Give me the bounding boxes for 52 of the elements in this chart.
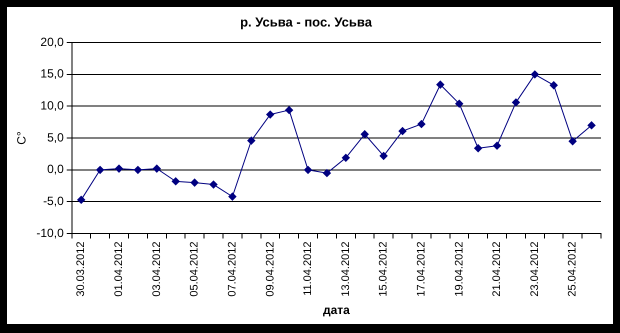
point — [304, 166, 312, 174]
x-tick-label: 03.04.2012 — [150, 242, 163, 297]
y-tick-label: -5,0 — [43, 194, 64, 208]
point — [398, 127, 407, 136]
point — [77, 196, 86, 204]
point — [380, 152, 388, 160]
y-tick-label: 10,0 — [40, 98, 64, 113]
y-tick-label: 20,0 — [40, 34, 64, 49]
point — [210, 180, 218, 189]
point — [266, 110, 274, 119]
x-tick-label: 13.04.2012 — [340, 242, 352, 297]
point — [568, 137, 577, 146]
x-tick-label: 07.04.2012 — [226, 242, 238, 297]
x-tick-label: 30.03.2012 — [75, 242, 88, 297]
x-tick-label: 05.04.2012 — [188, 242, 201, 297]
point — [152, 164, 161, 173]
x-tick-label: 11.04.2012 — [302, 242, 314, 296]
point — [550, 81, 558, 90]
x-tick-label: 17.04.2012 — [415, 242, 428, 297]
point — [172, 177, 180, 186]
point — [455, 100, 464, 108]
point — [285, 106, 294, 114]
point — [474, 144, 482, 152]
y-tick-label: 0,0 — [47, 162, 64, 176]
y-tick-label: -10,0 — [36, 226, 64, 240]
x-tick-label: 23.04.2012 — [528, 242, 541, 297]
x-tick-label: 09.04.2012 — [264, 242, 276, 297]
point — [342, 154, 350, 162]
point — [247, 136, 256, 145]
x-tick-label: 21.04.2012 — [491, 242, 504, 297]
y-tick-label: 5,0 — [47, 130, 64, 144]
point — [512, 98, 520, 106]
y-axis-title: С° — [14, 131, 29, 145]
x-tick-label: 01.04.2012 — [113, 242, 126, 297]
point — [360, 130, 369, 138]
point — [417, 120, 426, 128]
point — [493, 142, 502, 150]
point — [115, 164, 124, 173]
x-tick-label: 19.04.2012 — [453, 242, 466, 297]
point — [134, 166, 142, 174]
chart-title: р. Усьва - пос. Усьва — [240, 14, 373, 30]
point — [588, 121, 596, 130]
y-tick-label: 15,0 — [40, 66, 64, 81]
x-tick-label: 25.04.2012 — [566, 242, 579, 297]
x-tick-label: 15.04.2012 — [378, 242, 390, 297]
point — [96, 166, 104, 174]
point — [322, 169, 331, 178]
x-axis-title: дата — [322, 303, 350, 318]
point — [228, 192, 236, 201]
point — [436, 80, 444, 89]
point — [190, 178, 199, 187]
point — [530, 70, 539, 78]
